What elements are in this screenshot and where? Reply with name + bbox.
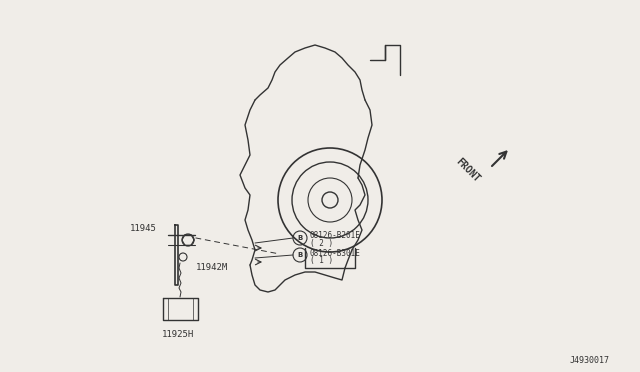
Text: 11942M: 11942M: [196, 263, 228, 273]
Text: ( 2 ): ( 2 ): [310, 238, 333, 247]
Text: 11925H: 11925H: [162, 330, 194, 339]
Circle shape: [322, 192, 338, 208]
Text: J4930017: J4930017: [570, 356, 610, 365]
Text: ( 1 ): ( 1 ): [310, 257, 333, 266]
Text: 08126-B201E: 08126-B201E: [310, 231, 361, 240]
Text: B: B: [298, 235, 303, 241]
Text: FRONT: FRONT: [454, 156, 482, 184]
Text: B: B: [298, 252, 303, 258]
Text: 11945: 11945: [130, 224, 157, 232]
Text: 08126-B301E: 08126-B301E: [310, 248, 361, 257]
